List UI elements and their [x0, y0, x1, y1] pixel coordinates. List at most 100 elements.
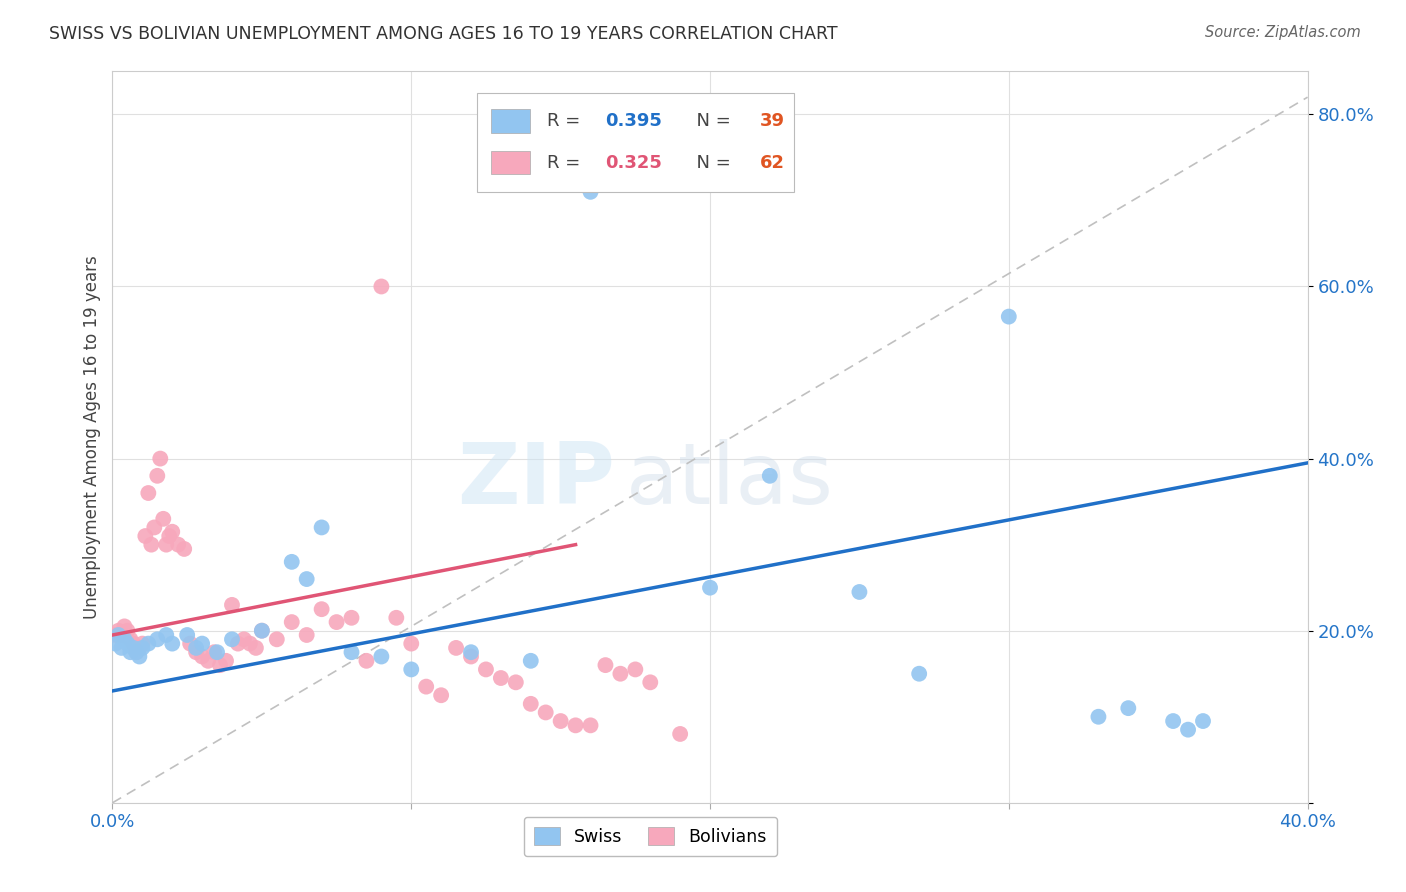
Point	[141, 538, 163, 552]
Point	[221, 598, 243, 612]
Point	[370, 649, 392, 664]
Point	[107, 624, 129, 638]
Legend: Swiss, Bolivians: Swiss, Bolivians	[523, 817, 778, 856]
Point	[179, 637, 201, 651]
Point	[205, 645, 228, 659]
Point	[579, 185, 602, 199]
Point	[173, 541, 195, 556]
Y-axis label: Unemployment Among Ages 16 to 19 years: Unemployment Among Ages 16 to 19 years	[83, 255, 101, 619]
Point	[595, 658, 617, 673]
Point	[401, 637, 423, 651]
Point	[149, 451, 172, 466]
Point	[131, 637, 153, 651]
Point	[226, 637, 249, 651]
Point	[110, 628, 132, 642]
Point	[107, 628, 129, 642]
Point	[1177, 723, 1199, 737]
Text: N =: N =	[685, 153, 737, 172]
FancyBboxPatch shape	[491, 110, 530, 133]
Point	[1118, 701, 1140, 715]
Text: 39: 39	[761, 112, 785, 130]
Point	[385, 611, 408, 625]
Point	[191, 637, 214, 651]
Point	[134, 529, 156, 543]
Point	[281, 615, 304, 629]
Point	[534, 706, 557, 720]
Point	[401, 662, 423, 676]
Point	[162, 524, 183, 539]
Point	[186, 640, 208, 655]
Point	[128, 649, 150, 664]
Point	[356, 654, 378, 668]
Text: 62: 62	[761, 153, 785, 172]
Text: 0.395: 0.395	[605, 112, 662, 130]
Point	[370, 279, 392, 293]
Point	[221, 632, 243, 647]
Point	[120, 632, 142, 647]
Text: ZIP: ZIP	[457, 440, 614, 523]
Point	[209, 658, 232, 673]
Point	[295, 628, 318, 642]
Point	[340, 645, 363, 659]
Point	[157, 529, 180, 543]
Point	[110, 640, 132, 655]
Point	[117, 624, 139, 638]
Point	[475, 662, 498, 676]
Point	[579, 718, 602, 732]
Point	[239, 637, 262, 651]
Point	[104, 637, 127, 651]
Point	[104, 628, 127, 642]
Point	[114, 619, 135, 633]
Point	[146, 468, 169, 483]
Point	[143, 520, 166, 534]
Point	[1192, 714, 1215, 728]
Point	[460, 649, 482, 664]
Point	[311, 602, 333, 616]
Point	[155, 628, 177, 642]
Point	[120, 645, 142, 659]
Point	[640, 675, 662, 690]
Point	[460, 645, 482, 659]
Point	[122, 640, 145, 655]
Point	[162, 637, 183, 651]
Point	[266, 632, 288, 647]
Point	[281, 555, 304, 569]
Text: 0.325: 0.325	[605, 153, 662, 172]
Point	[197, 654, 219, 668]
Point	[311, 520, 333, 534]
Point	[233, 632, 256, 647]
Point	[155, 538, 177, 552]
Point	[489, 671, 512, 685]
Point	[520, 697, 543, 711]
Point	[505, 675, 527, 690]
Point	[1161, 714, 1184, 728]
Point	[430, 688, 453, 702]
Point	[131, 640, 153, 655]
Text: Source: ZipAtlas.com: Source: ZipAtlas.com	[1205, 25, 1361, 40]
Point	[191, 649, 214, 664]
Point	[295, 572, 318, 586]
Point	[325, 615, 347, 629]
Point	[114, 632, 135, 647]
Point	[908, 666, 931, 681]
Point	[564, 718, 586, 732]
Point	[122, 637, 145, 651]
Point	[998, 310, 1021, 324]
Point	[128, 640, 150, 655]
Text: R =: R =	[547, 112, 586, 130]
Point	[245, 640, 267, 655]
FancyBboxPatch shape	[477, 94, 794, 192]
Point	[699, 581, 721, 595]
Point	[176, 628, 198, 642]
Point	[125, 645, 148, 659]
Point	[550, 714, 572, 728]
Point	[167, 538, 190, 552]
Point	[415, 680, 437, 694]
Point	[152, 512, 174, 526]
Point	[125, 645, 148, 659]
Point	[1087, 710, 1109, 724]
Point	[759, 468, 782, 483]
Point	[186, 645, 208, 659]
Point	[609, 666, 631, 681]
Text: atlas: atlas	[627, 440, 834, 523]
